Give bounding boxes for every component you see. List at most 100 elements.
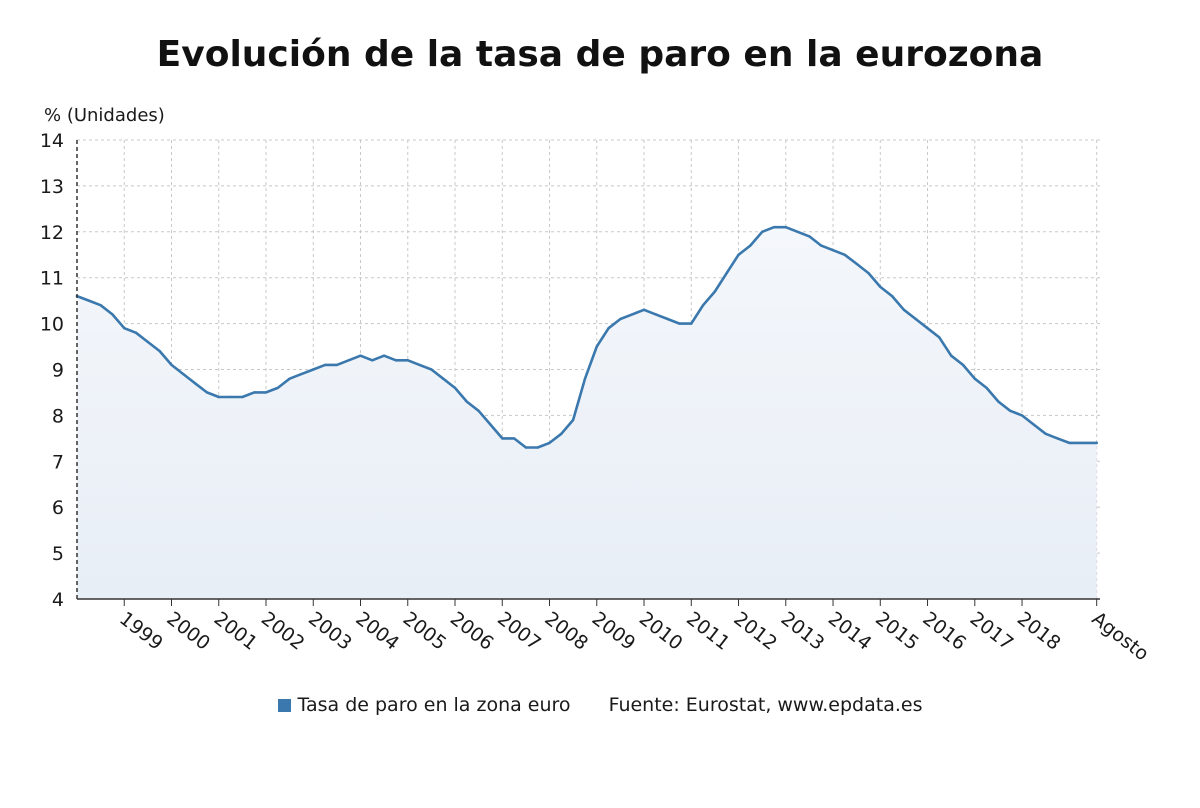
data-point — [253, 391, 256, 394]
data-point — [536, 446, 539, 449]
x-tick-label: 2012 — [729, 608, 781, 655]
data-point — [950, 354, 953, 357]
data-points-layer — [75, 226, 1098, 449]
data-point — [725, 271, 728, 275]
data-point — [312, 368, 315, 371]
y-tick-label: 13 — [40, 176, 64, 198]
data-point — [1068, 441, 1071, 445]
x-tick-label: 2017 — [966, 608, 1018, 655]
data-point — [938, 336, 941, 339]
x-tick-label: 2009 — [588, 608, 640, 655]
data-point — [512, 437, 516, 440]
x-tick-label: 2002 — [257, 608, 309, 655]
data-point — [985, 386, 988, 390]
data-point — [217, 395, 220, 399]
x-tick-label: 2001 — [210, 608, 262, 655]
axes — [76, 140, 1100, 606]
x-tick-label: 2014 — [824, 608, 876, 655]
data-point — [1032, 423, 1036, 426]
x-tick-label: 2006 — [446, 608, 498, 655]
y-tick-label: 7 — [52, 451, 64, 473]
data-point — [867, 271, 870, 275]
data-point — [465, 400, 468, 403]
data-point — [690, 322, 693, 325]
data-point — [749, 244, 752, 247]
y-tick-label: 12 — [40, 222, 64, 244]
data-point — [371, 359, 374, 362]
data-point — [808, 235, 811, 238]
area-fill-layer — [77, 227, 1097, 599]
x-tick-label: 2016 — [918, 608, 970, 655]
source-note: Fuente: Eurostat, www.epdata.es — [608, 694, 923, 716]
x-tick-label: 1999 — [115, 608, 167, 655]
data-point — [347, 359, 350, 362]
data-point — [477, 409, 480, 412]
data-point — [902, 308, 906, 311]
data-point — [430, 368, 433, 371]
data-point — [890, 294, 894, 298]
data-point — [489, 423, 492, 426]
y-tick-label: 6 — [52, 497, 64, 519]
data-point — [158, 349, 161, 353]
data-point — [205, 391, 209, 394]
data-point — [524, 446, 528, 449]
data-point — [134, 331, 138, 334]
x-tick-label: 2004 — [351, 608, 403, 655]
data-point — [701, 304, 705, 307]
data-point — [961, 363, 965, 367]
data-point — [453, 386, 457, 390]
x-tick-label: 2011 — [682, 608, 734, 655]
data-point — [123, 327, 126, 330]
data-point — [654, 313, 657, 316]
x-tick-label: 2000 — [162, 608, 214, 655]
data-point — [678, 322, 681, 325]
x-tick-label: 2005 — [399, 608, 451, 655]
data-point — [276, 386, 279, 390]
data-point — [442, 377, 445, 380]
data-point — [631, 313, 634, 316]
data-point — [1009, 409, 1012, 412]
data-point — [796, 230, 799, 233]
data-point — [229, 395, 232, 399]
legend: Tasa de paro en la zona euro Fuente: Eur… — [0, 694, 1200, 716]
x-tick-label: 2010 — [635, 608, 687, 655]
data-point — [831, 249, 835, 252]
data-point — [111, 313, 114, 316]
data-point — [288, 377, 291, 380]
data-point — [382, 354, 386, 357]
x-tick-label: 2018 — [1013, 608, 1065, 655]
data-point — [761, 230, 764, 233]
data-point — [926, 327, 929, 330]
data-point — [784, 226, 787, 229]
data-point — [619, 317, 622, 321]
data-point — [843, 253, 846, 256]
y-tick-label: 14 — [40, 130, 64, 152]
data-point — [820, 244, 823, 247]
data-point — [1095, 441, 1098, 445]
data-point — [914, 317, 917, 321]
y-tick-label: 4 — [52, 589, 64, 611]
x-tick-label: 2007 — [493, 608, 545, 655]
data-point — [418, 363, 421, 367]
data-point — [1020, 414, 1024, 417]
x-tick-label: 2008 — [540, 608, 592, 655]
series-area — [77, 227, 1097, 599]
x-tick-label: 2015 — [871, 608, 923, 655]
y-tick-label: 9 — [52, 360, 64, 382]
data-point — [855, 262, 858, 266]
data-point — [737, 253, 740, 256]
data-point — [772, 226, 776, 229]
data-point — [571, 418, 575, 422]
x-tick-label: Agosto — [1088, 608, 1153, 666]
data-point — [560, 432, 563, 435]
data-point — [642, 308, 646, 311]
data-point — [170, 363, 173, 367]
data-point — [973, 377, 976, 380]
data-point — [264, 391, 268, 394]
legend-series-label: Tasa de paro en la zona euro — [297, 694, 571, 716]
x-tick-label: 2013 — [777, 608, 829, 655]
data-point — [879, 285, 882, 289]
data-point — [146, 340, 150, 344]
data-point — [182, 372, 185, 376]
